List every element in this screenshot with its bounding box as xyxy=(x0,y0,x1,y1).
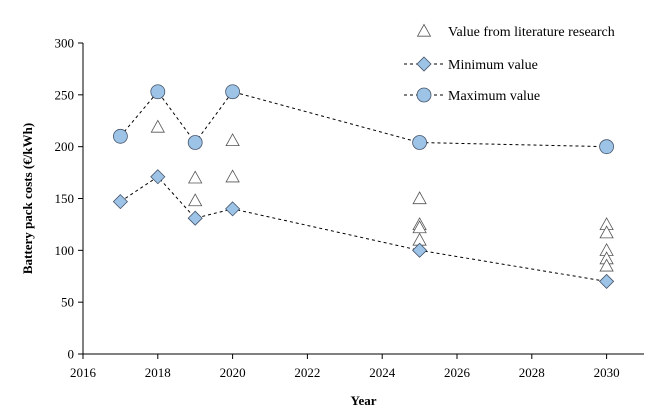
data-point-triangle xyxy=(225,133,240,147)
series-line-diamond xyxy=(120,176,607,282)
y-tick-label: 0 xyxy=(68,347,75,362)
legend-marker-triangle xyxy=(416,23,432,37)
x-tick-label: 2022 xyxy=(294,365,320,380)
data-point-circle xyxy=(150,84,166,100)
series-triangle xyxy=(150,119,614,272)
axes: 0 50 100 150 200 250 300 2016 2018 2020 2022 2024 20… xyxy=(55,36,644,380)
data-point-diamond xyxy=(225,201,241,217)
data-point-circle xyxy=(187,135,203,150)
data-point-diamond xyxy=(150,169,166,185)
legend-marker-circle xyxy=(416,87,432,103)
series-circle xyxy=(113,84,614,155)
data-point-diamond xyxy=(412,242,428,258)
data-point-triangle xyxy=(412,191,427,205)
data-point-diamond xyxy=(599,273,615,289)
x-tick-label: 2030 xyxy=(594,365,620,380)
x-tick-label: 2020 xyxy=(220,365,246,380)
y-tick-label: 100 xyxy=(55,243,75,258)
x-tick-label: 2018 xyxy=(145,365,171,380)
data-point-triangle xyxy=(599,258,614,272)
legend-item: Value from literature research xyxy=(416,23,615,40)
y-tick-label: 300 xyxy=(55,36,75,51)
legend-marker-diamond xyxy=(416,56,432,72)
data-point-diamond xyxy=(187,210,203,226)
data-point-triangle xyxy=(150,119,165,133)
x-tick-label: 2024 xyxy=(369,365,396,380)
series-diamond xyxy=(112,169,615,289)
y-tick-label: 200 xyxy=(55,139,75,154)
legend-item: Maximum value xyxy=(404,87,540,104)
y-tick-label: 150 xyxy=(55,191,75,206)
legend: Value from literature research Minimum va… xyxy=(404,23,615,104)
data-point-triangle xyxy=(188,193,203,207)
y-tick-label: 50 xyxy=(61,295,74,310)
data-point-circle xyxy=(599,139,614,155)
data-point-triangle xyxy=(599,225,614,239)
data-point-diamond xyxy=(112,194,128,210)
legend-label: Minimum value xyxy=(448,58,538,73)
legend-label: Maximum value xyxy=(448,89,540,104)
data-point-circle xyxy=(225,84,241,100)
data-point-circle xyxy=(113,128,128,144)
legend-item: Minimum value xyxy=(404,56,538,73)
y-axis-title: Battery pack costs (€/kWh) xyxy=(20,123,35,274)
x-tick-label: 2028 xyxy=(519,365,545,380)
series-line-circle xyxy=(120,90,607,148)
x-tick-label: 2016 xyxy=(70,365,97,380)
series-layer xyxy=(112,84,615,289)
y-tick-label: 250 xyxy=(55,87,75,102)
data-point-circle xyxy=(412,135,428,150)
legend-label: Value from literature research xyxy=(448,25,615,40)
data-point-triangle xyxy=(225,169,240,183)
x-axis-title: Year xyxy=(351,393,377,408)
x-tick-label: 2026 xyxy=(444,365,471,380)
data-point-triangle xyxy=(188,170,203,184)
